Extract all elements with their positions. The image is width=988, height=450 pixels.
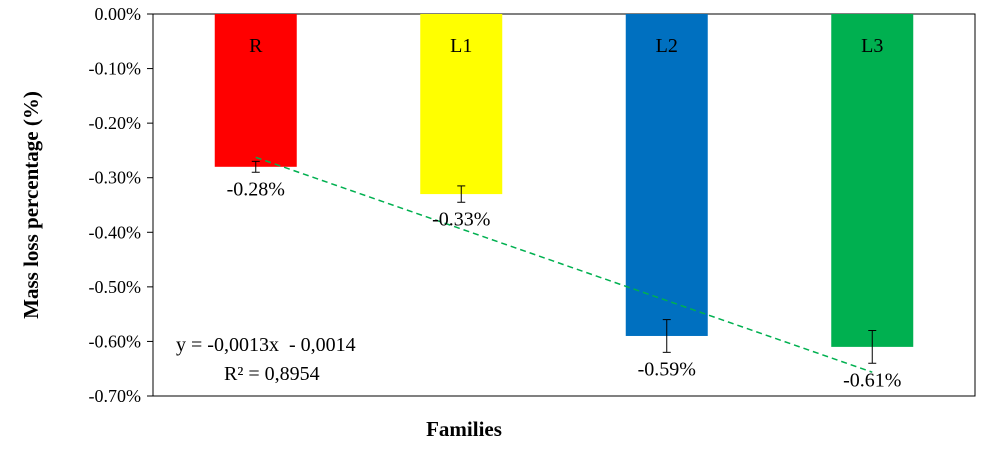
trendline-equation: y = -0,0013x - 0,0014 (176, 334, 356, 356)
category-label: L1 (450, 35, 472, 57)
trendline-r-squared: R² = 0,8954 (224, 363, 320, 385)
x-axis-title: Families (426, 417, 502, 441)
data-label: -0.59% (638, 358, 696, 380)
bar-l3 (831, 14, 914, 347)
category-label: L2 (656, 35, 678, 57)
data-label: -0.28% (227, 178, 285, 200)
y-tick-label: -0.20% (89, 113, 142, 133)
y-axis-title: Mass loss percentage (%) (19, 91, 43, 319)
y-tick-label: -0.30% (89, 168, 142, 188)
y-tick-label: -0.70% (89, 386, 142, 406)
data-label: -0.61% (843, 369, 901, 391)
y-tick-label: 0.00% (95, 4, 142, 24)
y-axis: 0.00% -0.10% -0.20% -0.30% -0.40% -0.50% -0.60… (89, 4, 153, 406)
y-tick-label: -0.60% (89, 331, 142, 351)
y-tick-label: -0.40% (89, 222, 142, 242)
y-tick-label: -0.10% (89, 59, 142, 79)
bars (214, 14, 914, 347)
bar-l2 (625, 14, 708, 336)
trendline (255, 156, 873, 373)
category-label: L3 (861, 35, 883, 57)
y-tick-label: -0.50% (89, 277, 142, 297)
category-label: R (249, 35, 263, 57)
bar-l1 (420, 14, 503, 195)
data-labels: R -0.28% L1 -0.33% L2 -0.59% L3 -0.61% (227, 35, 902, 391)
data-label: -0.33% (432, 208, 490, 230)
plot-area (152, 13, 976, 397)
bar-r (214, 14, 297, 167)
error-bars (251, 160, 877, 364)
